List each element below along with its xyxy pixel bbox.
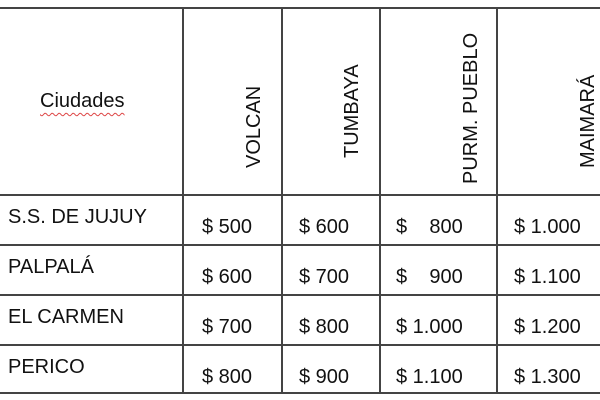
price-cell: $ 800 [396, 216, 463, 238]
price-cell: $ 800 [202, 366, 253, 388]
city-cell: PALPALÁ [8, 256, 94, 278]
corner-header-ciudades: Ciudades [40, 90, 125, 112]
row-divider [0, 244, 600, 246]
column-header-purm-pueblo: PURM. PUEBLO [460, 32, 482, 184]
price-cell: $ 600 [202, 266, 253, 288]
city-cell: EL CARMEN [8, 306, 124, 328]
price-cell: $ 1.100 [396, 366, 463, 388]
price-cell: $ 700 [299, 266, 350, 288]
column-divider [496, 7, 498, 394]
column-divider [182, 7, 184, 394]
row-divider [0, 294, 600, 296]
row-divider [0, 194, 600, 196]
price-cell: $ 1.100 [514, 266, 581, 288]
column-divider [379, 7, 381, 394]
column-header-maimara: MAIMARÁ [577, 74, 599, 168]
city-cell: S.S. DE JUJUY [8, 206, 147, 228]
column-header-volcan: VOLCAN [243, 85, 265, 168]
price-cell: $ 1.000 [514, 216, 581, 238]
price-cell: $ 700 [202, 316, 253, 338]
price-cell: $ 900 [396, 266, 463, 288]
price-cell: $ 500 [202, 216, 253, 238]
column-header-tumbaya: TUMBAYA [341, 64, 363, 158]
price-cell: $ 600 [299, 216, 350, 238]
price-cell: $ 900 [299, 366, 350, 388]
price-cell: $ 1.000 [396, 316, 463, 338]
row-divider [0, 344, 600, 346]
table-border-top [0, 7, 600, 9]
price-cell: $ 1.200 [514, 316, 581, 338]
price-cell: $ 800 [299, 316, 350, 338]
table-border-bottom [0, 392, 600, 394]
column-divider [281, 7, 283, 394]
price-cell: $ 1.300 [514, 366, 581, 388]
city-cell: PERICO [8, 356, 85, 378]
